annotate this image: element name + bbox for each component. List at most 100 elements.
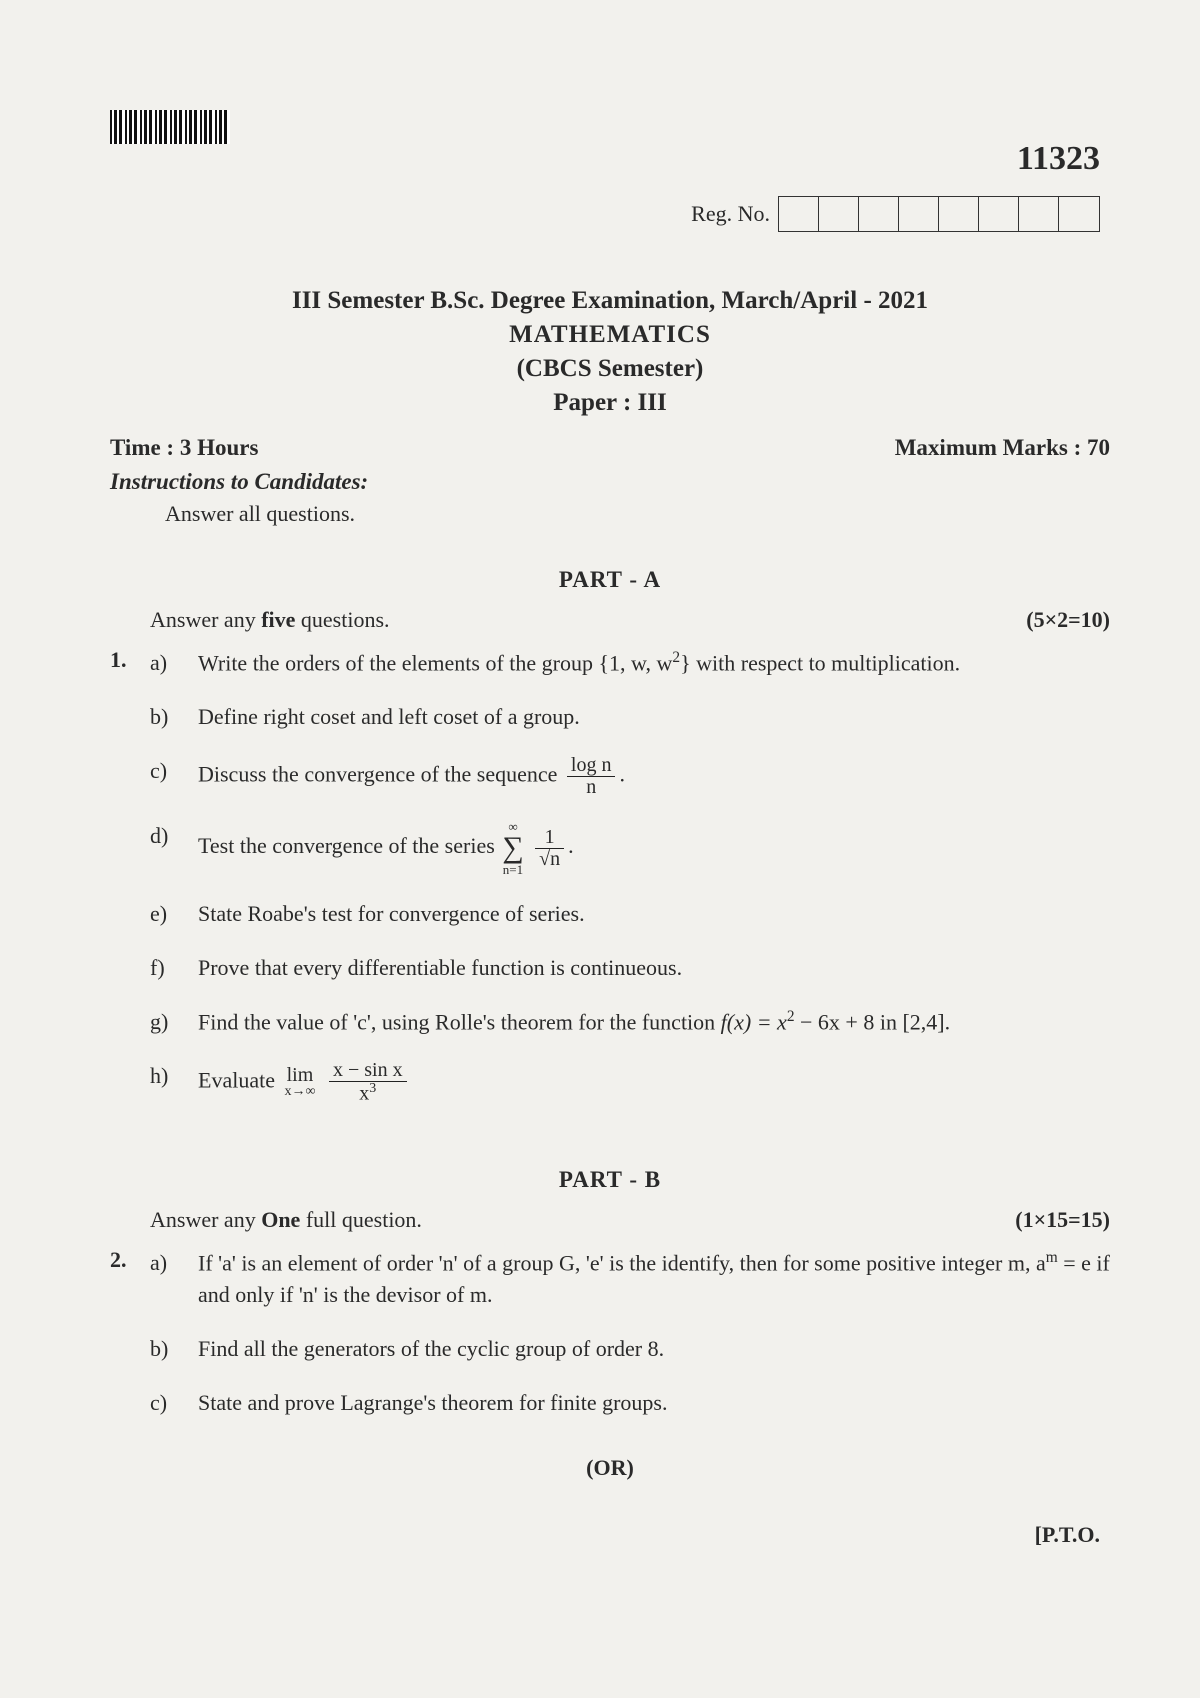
sub-label: c) (150, 1387, 198, 1419)
part-a-marks: (5×2=10) (1026, 607, 1110, 633)
q1-e: e) State Roabe's test for convergence of… (150, 898, 1110, 930)
fraction: 1 √n (535, 827, 564, 870)
reg-cell[interactable] (899, 197, 939, 231)
paper-code: 11323 (1017, 140, 1100, 178)
sub-text: State and prove Lagrange's theorem for f… (198, 1387, 1110, 1419)
time-marks-row: Time : 3 Hours Maximum Marks : 70 (110, 435, 1110, 461)
text: Find the value of 'c', using Rolle's the… (198, 1009, 721, 1034)
time-label: Time : 3 Hours (110, 435, 258, 461)
reg-cell[interactable] (819, 197, 859, 231)
frac-den: x3 (329, 1082, 407, 1105)
sub-label: h) (150, 1060, 198, 1092)
reg-no-boxes[interactable] (778, 196, 1100, 232)
fn-rest: − 6x + 8 in [2,4]. (795, 1009, 951, 1034)
text: . (619, 762, 625, 787)
intro-pre: Answer any (150, 1207, 261, 1232)
q1-c: c) Discuss the convergence of the sequen… (150, 755, 1110, 798)
q1-f: f) Prove that every differentiable funct… (150, 952, 1110, 984)
sub-text: Write the orders of the elements of the … (198, 647, 1110, 679)
sub-text: Find the value of 'c', using Rolle's the… (198, 1006, 1110, 1038)
sigma-symbol: ∑ (502, 833, 523, 863)
instructions-body: Answer all questions. (165, 501, 1110, 527)
reg-cell[interactable] (1059, 197, 1099, 231)
intro-pre: Answer any (150, 607, 261, 632)
reg-cell[interactable] (1019, 197, 1059, 231)
q2-c: c) State and prove Lagrange's theorem fo… (150, 1387, 1110, 1419)
sigma-bot: n=1 (502, 863, 523, 876)
sub-label: a) (150, 647, 198, 679)
intro-post: questions. (295, 607, 389, 632)
sub-label: f) (150, 952, 198, 984)
question-1: 1. a) Write the orders of the elements o… (110, 647, 1110, 1127)
den-base: x (359, 1083, 369, 1105)
fraction: log n n (567, 755, 616, 798)
sub-text: Prove that every differentiable function… (198, 952, 1110, 984)
sub-label: g) (150, 1006, 198, 1038)
sup: m (1046, 1249, 1058, 1266)
q1-g: g) Find the value of 'c', using Rolle's … (150, 1006, 1110, 1038)
sub-label: e) (150, 898, 198, 930)
sub-text: Evaluate lim x→∞ x − sin x x3 (198, 1060, 1110, 1105)
q1-b: b) Define right coset and left coset of … (150, 701, 1110, 733)
text: Test the convergence of the series (198, 833, 500, 858)
sub-label: d) (150, 820, 198, 852)
limit: lim x→∞ (284, 1065, 315, 1099)
lim-bot: x→∞ (284, 1085, 315, 1099)
text: . (568, 833, 574, 858)
text: with respect to multiplication. (696, 650, 960, 675)
max-marks-label: Maximum Marks : 70 (895, 435, 1110, 461)
exam-subject: MATHEMATICS (110, 321, 1110, 349)
exam-title-line1: III Semester B.Sc. Degree Examination, M… (110, 287, 1110, 315)
or-separator: (OR) (110, 1455, 1110, 1481)
part-b-marks: (1×15=15) (1015, 1207, 1110, 1233)
part-b-intro: Answer any One full question. (1×15=15) (150, 1207, 1110, 1233)
part-a-intro: Answer any five questions. (5×2=10) (150, 607, 1110, 633)
question-2: 2. a) If 'a' is an element of order 'n' … (110, 1247, 1110, 1441)
text: Evaluate (198, 1067, 280, 1092)
intro-post: full question. (300, 1207, 422, 1232)
set-open: {1, w, w (598, 650, 672, 675)
text: If 'a' is an element of order 'n' of a g… (198, 1250, 1046, 1275)
question-number: 2. (110, 1247, 150, 1441)
lim-top: lim (284, 1065, 315, 1085)
frac-num: 1 (535, 827, 564, 849)
question-1-subs: a) Write the orders of the elements of t… (150, 647, 1110, 1127)
reg-cell[interactable] (939, 197, 979, 231)
instructions-heading: Instructions to Candidates: (110, 469, 1110, 495)
sub-text: If 'a' is an element of order 'n' of a g… (198, 1247, 1110, 1311)
reg-cell[interactable] (859, 197, 899, 231)
frac-den: √n (535, 849, 564, 870)
sub-text: Find all the generators of the cyclic gr… (198, 1333, 1110, 1365)
frac-num: x − sin x (329, 1060, 407, 1082)
q1-h: h) Evaluate lim x→∞ x − sin x x3 (150, 1060, 1110, 1105)
sub-label: c) (150, 755, 198, 787)
part-a-title: PART - A (110, 567, 1110, 593)
text: Write the orders of the elements of the … (198, 650, 598, 675)
q2-b: b) Find all the generators of the cyclic… (150, 1333, 1110, 1365)
reg-no-label: Reg. No. (691, 201, 770, 227)
q1-d: d) Test the convergence of the series ∞ … (150, 820, 1110, 876)
barcode (110, 110, 230, 144)
sub-text: Test the convergence of the series ∞ ∑ n… (198, 820, 1110, 876)
set-close: } (680, 650, 691, 675)
text: Discuss the convergence of the sequence (198, 762, 563, 787)
intro-bold: five (261, 607, 295, 632)
reg-cell[interactable] (979, 197, 1019, 231)
q2-a: a) If 'a' is an element of order 'n' of … (150, 1247, 1110, 1311)
question-number: 1. (110, 647, 150, 1127)
part-b-title: PART - B (110, 1167, 1110, 1193)
exam-scheme: (CBCS Semester) (110, 355, 1110, 383)
part-a-intro-left: Answer any five questions. (150, 607, 390, 633)
reg-cell[interactable] (779, 197, 819, 231)
question-2-subs: a) If 'a' is an element of order 'n' of … (150, 1247, 1110, 1441)
set-sup: 2 (672, 649, 680, 666)
sub-text: Discuss the convergence of the sequence … (198, 755, 1110, 798)
den-sup: 3 (369, 1081, 376, 1096)
sub-label: b) (150, 701, 198, 733)
exam-paper-no: Paper : III (110, 389, 1110, 417)
sub-text: State Roabe's test for convergence of se… (198, 898, 1110, 930)
sub-label: a) (150, 1247, 198, 1279)
fn-sup: 2 (787, 1008, 795, 1025)
sub-text: Define right coset and left coset of a g… (198, 701, 1110, 733)
q1-a: a) Write the orders of the elements of t… (150, 647, 1110, 679)
